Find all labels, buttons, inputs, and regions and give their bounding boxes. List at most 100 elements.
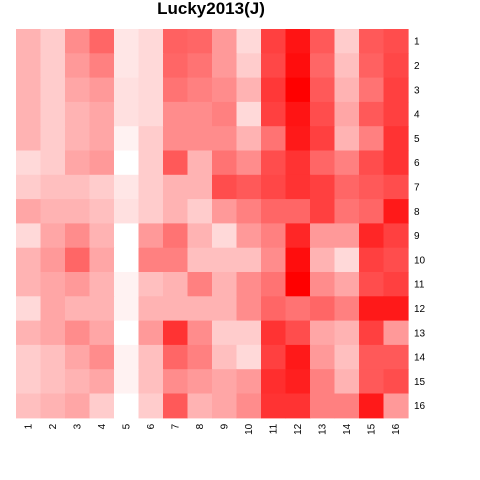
heatmap-cell-r16-c4 [89,393,115,419]
heatmap-cell-r16-c9 [212,393,238,419]
heatmap-cell-r5-c8 [187,126,213,152]
heatmap-cell-r9-c12 [285,223,311,249]
heatmap-cell-r12-c3 [65,296,91,322]
y-tick-label: 13 [414,328,426,339]
x-tick-label: 11 [269,423,280,434]
heatmap-cell-r13-c13 [310,320,336,346]
heatmap-cell-r12-c14 [334,296,360,322]
heatmap-cell-r9-c9 [212,223,238,249]
heatmap-cell-r7-c9 [212,174,238,200]
heatmap-cell-r11-c13 [310,272,336,297]
heatmap-cell-r4-c9 [212,101,238,127]
heatmap-cell-r15-c8 [187,369,213,395]
heatmap-cell-r15-c4 [89,369,115,395]
heatmap-cell-r11-c2 [40,272,66,297]
heatmap-cell-r4-c12 [285,101,311,127]
heatmap-cell-r14-c2 [40,344,66,370]
x-tick-label: 14 [342,423,353,435]
heatmap-cell-r1-c11 [261,29,287,54]
heatmap-cell-r10-c5 [114,247,140,273]
heatmap-cell-r3-c3 [65,77,91,103]
heatmap-cell-r5-c2 [40,126,66,152]
heatmap-cell-r12-c5 [114,296,140,322]
x-tick-label: 1 [24,423,35,429]
heatmap-cell-r14-c4 [89,344,115,370]
heatmap-cell-r2-c12 [285,53,311,79]
x-tick-label: 6 [146,423,157,429]
heatmap-cell-r14-c10 [236,344,262,370]
heatmap-cell-r12-c16 [383,296,409,322]
heatmap-cell-r11-c10 [236,272,262,297]
heatmap-cell-r7-c11 [261,174,287,200]
heatmap-cell-r16-c16 [383,393,409,419]
heatmap-cell-r8-c14 [334,199,360,224]
heatmap-cell-r5-c4 [89,126,115,152]
heatmap-cell-r11-c12 [285,272,311,297]
heatmap-cell-r11-c3 [65,272,91,297]
heatmap-cell-r9-c11 [261,223,287,249]
heatmap-cell-r4-c16 [383,101,409,127]
heatmap-cell-r7-c5 [114,174,140,200]
x-axis-tick-labels: 1 2 3 4 5 6 7 8 9 10 11 12 13 14 15 16 [24,423,403,435]
heatmap-cell-r14-c16 [383,344,409,370]
heatmap-cell-r14-c13 [310,344,336,370]
heatmap-cell-r10-c2 [40,247,66,273]
heatmap-cell-r1-c8 [187,29,213,54]
heatmap-cell-r12-c13 [310,296,336,322]
heatmap-cell-r9-c14 [334,223,360,249]
heatmap-cell-r15-c7 [163,369,189,395]
heatmap-cell-r14-c3 [65,344,91,370]
heatmap-cell-r8-c16 [383,199,409,224]
heatmap-cell-r1-c6 [138,29,164,54]
heatmap-cell-r7-c13 [310,174,336,200]
heatmap-cell-r3-c7 [163,77,189,103]
heatmap-cell-r9-c3 [65,223,91,249]
heatmap-cell-r1-c14 [334,29,360,54]
heatmap-cell-r8-c13 [310,199,336,224]
heatmap-cell-r4-c6 [138,101,164,127]
heatmap-cell-r8-c2 [40,199,66,224]
heatmap-cell-r10-c14 [334,247,360,273]
heatmap-cell-r6-c12 [285,150,311,176]
heatmap-cell-r9-c2 [40,223,66,249]
heatmap-cell-r4-c3 [65,101,91,127]
heatmap-cell-r3-c8 [187,77,213,103]
heatmap-cell-r13-c6 [138,320,164,346]
heatmap-cell-r2-c15 [359,53,385,79]
heatmap-cell-r14-c9 [212,344,238,370]
heatmap-cell-r15-c10 [236,369,262,395]
heatmap-cell-r3-c2 [40,77,66,103]
heatmap-cell-r7-c7 [163,174,189,200]
x-tick-label: 2 [48,423,59,429]
heatmap-cell-r3-c16 [383,77,409,103]
heatmap-cell-r8-c9 [212,199,238,224]
heatmap-cell-r15-c15 [359,369,385,395]
x-tick-label: 8 [195,423,206,429]
heatmap-cell-r5-c14 [334,126,360,152]
heatmap-cell-r13-c7 [163,320,189,346]
heatmap-cell-r5-c7 [163,126,189,152]
heatmap-cell-r16-c6 [138,393,164,419]
heatmap-cell-r12-c6 [138,296,164,322]
heatmap-cell-r3-c14 [334,77,360,103]
heatmap-cell-r3-c15 [359,77,385,103]
y-tick-label: 3 [414,85,420,96]
heatmap-cell-r10-c7 [163,247,189,273]
heatmap-cell-r5-c16 [383,126,409,152]
y-tick-label: 9 [414,231,420,242]
heatmap-cell-r7-c1 [16,174,42,200]
y-tick-label: 8 [414,207,420,218]
heatmap-cell-r9-c15 [359,223,385,249]
heatmap-cell-r14-c12 [285,344,311,370]
heatmap-cell-r5-c15 [359,126,385,152]
heatmap-cell-r1-c10 [236,29,262,54]
heatmap-cell-r4-c15 [359,101,385,127]
heatmap-cell-r15-c12 [285,369,311,395]
heatmap-cell-r6-c5 [114,150,140,176]
heatmap-cell-r9-c13 [310,223,336,249]
heatmap-cell-r2-c11 [261,53,287,79]
heatmap-cell-r11-c4 [89,272,115,297]
heatmap-cell-r10-c8 [187,247,213,273]
heatmap-cell-r2-c3 [65,53,91,79]
heatmap-cell-r2-c4 [89,53,115,79]
